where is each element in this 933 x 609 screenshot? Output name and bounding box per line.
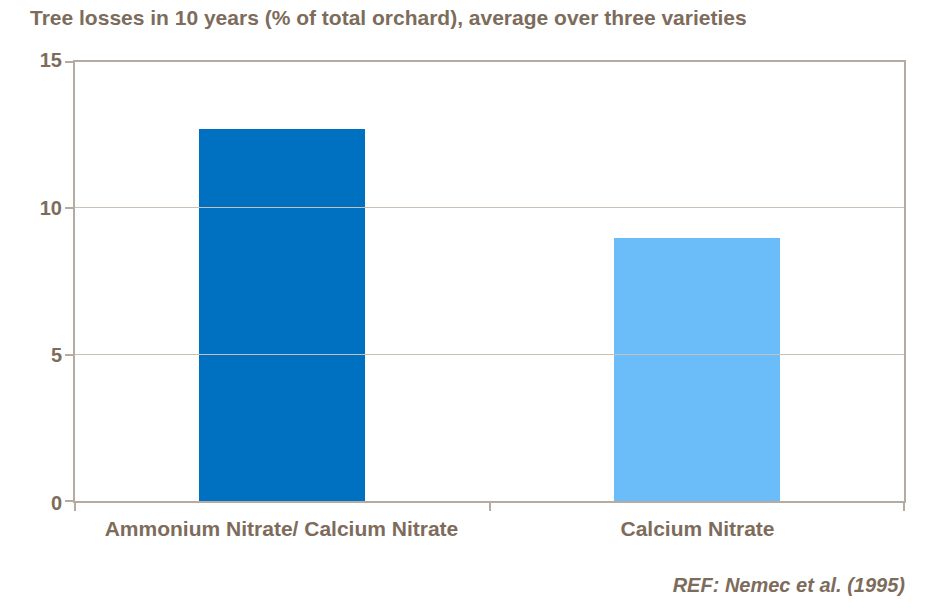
y-axis-tick-label-10: 10 (0, 196, 62, 220)
y-axis-tick-label-15: 15 (0, 48, 62, 72)
x-axis-tick-mark-0 (74, 503, 76, 511)
chart-title: Tree losses in 10 years (% of total orch… (30, 6, 747, 30)
gridline-y-10 (75, 207, 904, 208)
x-axis-category-label-ammonium-calcium: Ammonium Nitrate/ Calcium Nitrate (73, 517, 490, 541)
bar-chart: Tree losses in 10 years (% of total orch… (0, 0, 933, 609)
x-axis-tick-mark-2 (903, 503, 905, 511)
y-axis-tick-mark-0 (65, 500, 73, 502)
reference-annotation: REF: Nemec et al. (1995) (673, 574, 905, 597)
y-axis-tick-mark-15 (65, 61, 73, 63)
y-axis-tick-mark-5 (65, 354, 73, 356)
x-axis-category-label-calcium: Calcium Nitrate (489, 517, 906, 541)
y-axis-tick-label-5: 5 (0, 343, 62, 367)
plot-area (73, 60, 906, 503)
y-axis-tick-label-0: 0 (0, 491, 62, 515)
bar-calcium-nitrate (614, 238, 780, 501)
y-axis-tick-mark-10 (65, 207, 73, 209)
gridline-y-5 (75, 354, 904, 355)
x-axis-tick-mark-1 (489, 503, 491, 511)
bar-ammonium-nitrate-calcium-nitrate (199, 129, 365, 501)
